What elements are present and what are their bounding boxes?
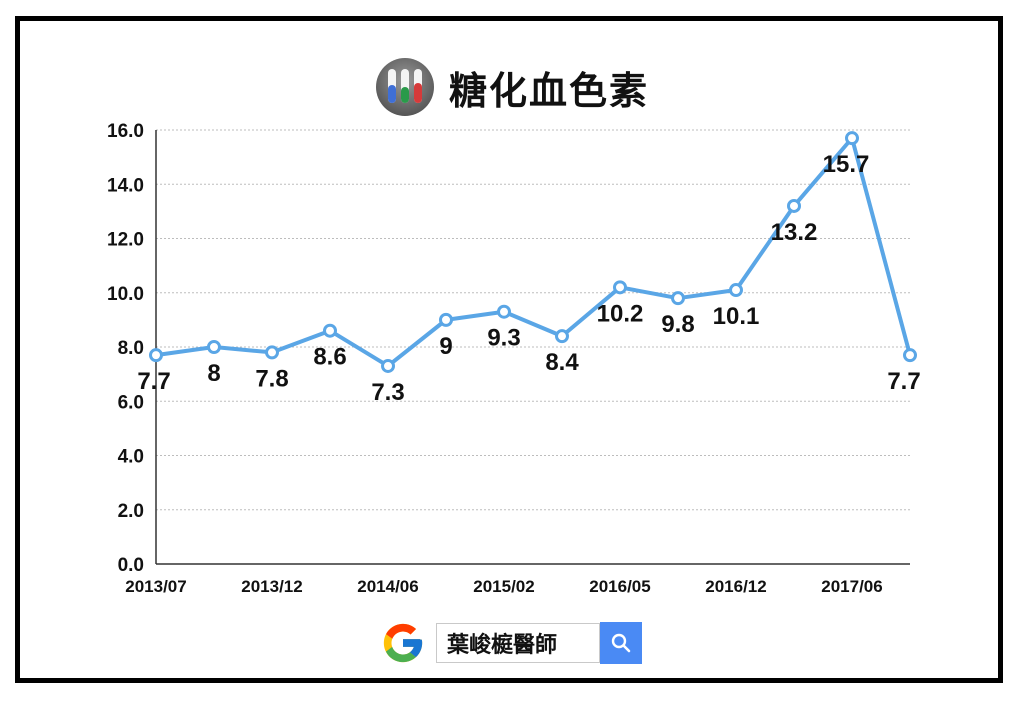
data-label: 8: [207, 360, 220, 387]
data-point: [903, 348, 917, 363]
x-tick-label: 2013/07: [125, 577, 186, 596]
data-label: 10.2: [597, 300, 644, 327]
y-tick-label: 10.0: [107, 284, 144, 305]
chart-frame: [15, 16, 1003, 683]
data-point: [845, 131, 859, 146]
magnifier-icon: [611, 633, 631, 653]
data-point: [149, 348, 163, 363]
data-label: 8.6: [313, 344, 346, 371]
axes: 0.0 2.0 4.0 6.0 8.0 10.0 12.0 14.0 16.0 2013/07 20…: [107, 121, 910, 596]
data-point: [323, 323, 337, 338]
x-tick-label: 2015/02: [473, 577, 534, 596]
x-tick-label: 2017/06: [821, 577, 882, 596]
y-tick-label: 12.0: [107, 230, 144, 251]
data-labels: 7.7 8 7.8 8.6 7.3 9 9.3 8.4 10.2 9.8 10.1 13.2 15.7 7…: [137, 151, 920, 406]
x-tick-label: 2016/12: [705, 577, 766, 596]
data-point: [207, 340, 221, 354]
data-label: 15.7: [823, 151, 870, 178]
data-point: [497, 304, 511, 319]
chart-header: 糖化血色素: [0, 52, 1024, 122]
data-label: 7.7: [887, 368, 920, 395]
y-tick-label: 0.0: [118, 555, 144, 576]
data-label: 7.7: [137, 368, 170, 395]
data-point: [729, 283, 743, 298]
y-tick-label: 16.0: [107, 121, 144, 142]
data-point: [613, 280, 627, 295]
search-query: 葉峻榳醫師: [447, 633, 558, 658]
gridlines: [156, 129, 910, 511]
series: [149, 131, 917, 373]
data-label: 7.3: [371, 379, 404, 406]
y-tick-label: 2.0: [118, 501, 144, 522]
data-label: 9.3: [487, 325, 520, 352]
data-label: 8.4: [545, 349, 579, 376]
y-tick-label: 14.0: [107, 175, 144, 196]
series-line: [154, 136, 912, 368]
search-button[interactable]: [600, 622, 642, 664]
search-widget: 葉峻榳醫師: [380, 620, 642, 666]
x-tick-label: 2016/05: [589, 577, 650, 596]
data-label: 9.8: [661, 311, 694, 338]
data-point: [555, 329, 569, 344]
x-tick-label: 2013/12: [241, 577, 302, 596]
y-tick-label: 8.0: [118, 338, 144, 359]
search-input[interactable]: 葉峻榳醫師: [436, 623, 600, 663]
data-label: 13.2: [771, 219, 818, 246]
data-point: [381, 358, 395, 373]
data-point: [671, 291, 685, 306]
chart-title: 糖化血色素: [448, 68, 649, 113]
x-tick-label: 2014/06: [357, 577, 418, 596]
data-label: 9: [439, 333, 452, 360]
data-label: 10.1: [713, 303, 760, 330]
y-tick-label: 4.0: [118, 447, 144, 468]
data-label: 7.8: [255, 365, 288, 392]
test-tubes-icon: [375, 58, 434, 116]
data-point: [439, 312, 453, 327]
y-tick-label: 6.0: [118, 392, 144, 413]
data-point: [787, 198, 801, 213]
google-logo-icon: [383, 623, 423, 663]
data-point: [265, 345, 279, 360]
